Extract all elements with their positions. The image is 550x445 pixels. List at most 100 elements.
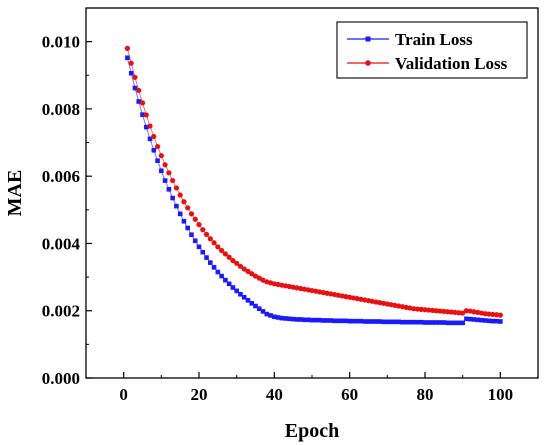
train-loss-point: [155, 158, 160, 164]
train-loss-point: [362, 319, 368, 324]
train-loss-point: [219, 273, 224, 279]
validation-loss-point: [245, 268, 251, 274]
validation-loss-point: [124, 45, 131, 51]
train-loss-point: [125, 55, 130, 61]
train-loss-point: [170, 195, 175, 201]
train-loss-point: [418, 319, 424, 325]
legend-box: [336, 21, 528, 79]
validation-loss-point: [241, 266, 247, 272]
train-loss-point: [369, 319, 375, 324]
validation-loss-point: [170, 177, 176, 184]
train-loss-point: [302, 317, 307, 323]
train-loss-point: [174, 203, 179, 209]
validation-loss-series: [124, 45, 503, 318]
validation-loss-point: [452, 309, 458, 316]
y-tick-label: 0.004: [42, 234, 81, 253]
train-loss-point: [467, 316, 473, 322]
validation-loss-point: [426, 307, 432, 313]
train-loss-point: [317, 317, 322, 323]
train-loss-point: [498, 319, 503, 324]
train-loss-point: [211, 265, 217, 270]
train-loss-point: [373, 319, 379, 324]
train-loss-point: [136, 99, 142, 104]
validation-loss-point: [203, 231, 210, 237]
validation-loss-point: [158, 153, 164, 159]
train-loss-point: [185, 225, 190, 231]
train-loss-point: [366, 319, 371, 324]
train-loss-point: [309, 317, 315, 323]
validation-loss-point: [490, 311, 496, 318]
validation-loss-point: [173, 185, 179, 191]
train-loss-point: [151, 147, 157, 153]
train-loss-point: [192, 238, 198, 244]
validation-loss-point: [237, 263, 244, 269]
y-axis-title: MAE: [4, 170, 26, 217]
validation-loss-point: [192, 216, 198, 222]
axes: 0 20 40 60 80 100 0.000 0.002 0.004 0.006 0.008 0.0…: [4, 7, 539, 442]
train-loss-point: [449, 320, 454, 326]
validation-loss-point: [493, 312, 500, 318]
train-loss-point: [388, 319, 394, 325]
validation-loss-point: [429, 307, 436, 313]
train-loss-point: [441, 320, 447, 325]
validation-loss-point: [226, 254, 232, 260]
train-loss-point: [422, 320, 428, 325]
train-loss-point: [381, 319, 386, 325]
x-tick-label: 20: [191, 385, 208, 404]
train-loss-point: [196, 244, 202, 250]
validation-loss-point: [418, 306, 424, 312]
validation-loss-point: [215, 244, 221, 250]
train-loss-point: [260, 309, 266, 314]
validation-loss-point: [222, 251, 228, 257]
validation-loss-point: [497, 312, 503, 318]
validation-loss-line: [126, 48, 501, 316]
train-loss-point: [328, 318, 334, 323]
train-loss-point: [479, 317, 484, 323]
y-tick-label: 0.006: [42, 167, 80, 186]
train-loss-point: [490, 318, 496, 324]
legend-label-validation-loss: Validation Loss: [395, 54, 508, 73]
train-loss-point: [313, 317, 319, 323]
validation-loss-point: [181, 199, 187, 205]
validation-loss-point: [132, 74, 138, 80]
train-loss-point: [264, 311, 270, 317]
validation-loss-point: [200, 227, 206, 233]
validation-loss-point: [460, 310, 466, 316]
legend-marker-train-loss: [365, 36, 371, 42]
validation-loss-point: [219, 247, 225, 254]
train-loss-point: [275, 315, 281, 320]
validation-loss-point: [414, 306, 421, 312]
train-loss-point: [249, 301, 255, 306]
train-loss-point: [290, 316, 296, 322]
train-loss-point: [426, 320, 432, 325]
validation-loss-point: [196, 222, 202, 228]
train-loss-point: [321, 318, 326, 323]
validation-loss-point: [143, 112, 149, 118]
train-loss-point: [223, 277, 228, 283]
validation-loss-point: [128, 60, 134, 66]
x-tick-label: 0: [119, 385, 128, 404]
x-tick-label: 60: [341, 385, 358, 404]
y-tick-label: 0.008: [42, 100, 80, 119]
train-loss-point: [434, 320, 439, 325]
validation-loss-point: [234, 260, 240, 266]
validation-loss-point: [207, 236, 213, 242]
train-loss-point: [253, 303, 258, 309]
train-loss-point: [215, 269, 221, 275]
train-loss-point: [407, 319, 413, 325]
validation-loss-point: [147, 123, 153, 129]
train-loss-point: [298, 317, 303, 322]
train-loss-point: [256, 306, 262, 312]
train-loss-point: [332, 318, 337, 324]
validation-loss-point: [445, 309, 451, 315]
train-loss-point: [305, 317, 311, 323]
train-loss-point: [287, 316, 292, 322]
validation-loss-point: [166, 170, 172, 176]
train-loss-point: [411, 319, 416, 325]
train-loss-point: [162, 178, 168, 183]
train-loss-point: [460, 320, 465, 326]
validation-loss-point: [162, 162, 168, 168]
train-loss-point: [128, 70, 134, 76]
train-loss-point: [283, 316, 288, 321]
validation-loss-point: [177, 192, 183, 198]
